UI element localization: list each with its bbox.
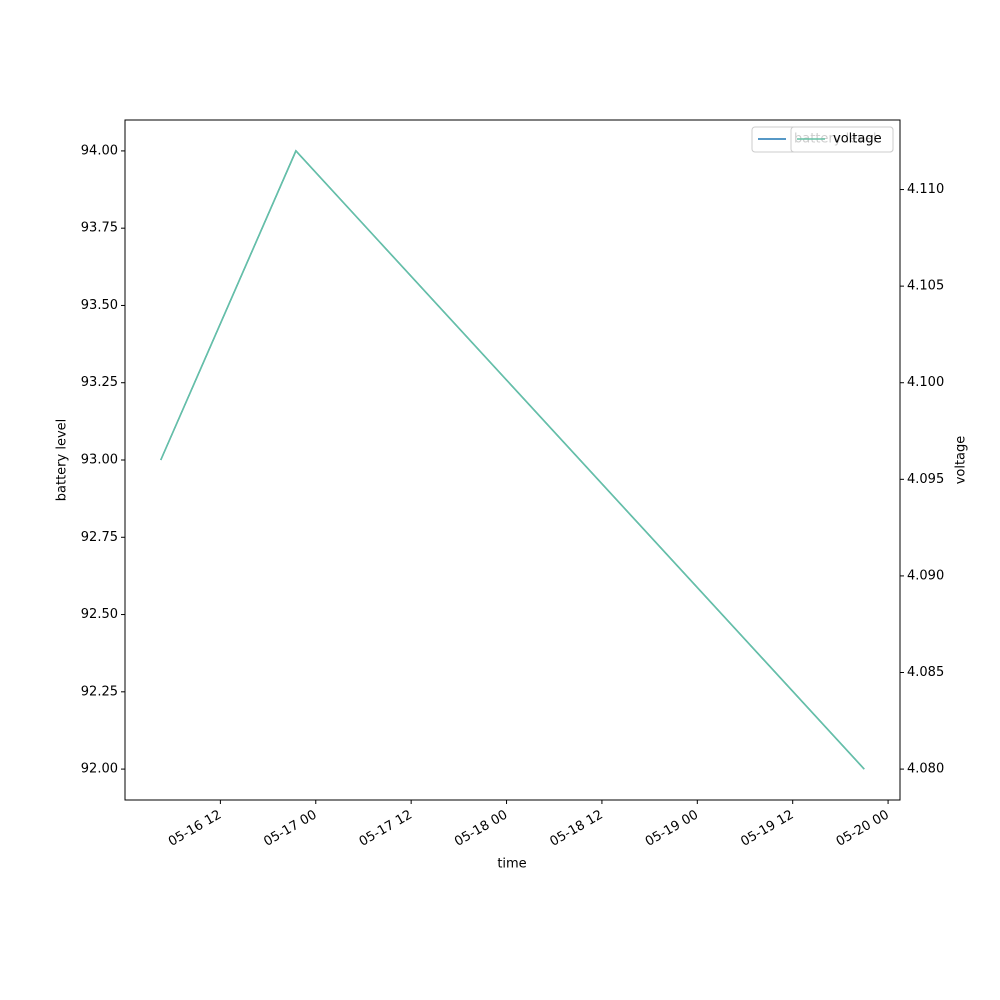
legend-label: voltage (833, 132, 882, 147)
x-tick-label: 05-17 12 (357, 808, 415, 850)
y-tick-label: 93.25 (81, 375, 118, 390)
y-tick-label: 93.75 (81, 221, 118, 236)
y2-axis-label: voltage (954, 436, 969, 485)
series-line (160, 149, 865, 770)
y2-tick-label: 4.090 (907, 568, 944, 583)
y2-tick-label: 4.095 (907, 472, 944, 487)
y2-tick-label: 4.085 (907, 665, 944, 680)
y2-tick-label: 4.080 (907, 762, 944, 777)
x-tick-label: 05-19 00 (643, 808, 701, 850)
y-tick-label: 93.00 (81, 453, 118, 468)
legend-box (790, 126, 894, 153)
y-tick-label: 92.50 (81, 607, 118, 622)
x-tick-label: 05-20 00 (834, 808, 892, 850)
x-tick-label: 05-16 12 (166, 808, 224, 850)
y2-tick-label: 4.110 (907, 182, 944, 197)
y-tick-label: 92.00 (81, 762, 118, 777)
y2-tick-label: 4.100 (907, 375, 944, 390)
y-tick-label: 94.00 (81, 143, 118, 158)
y2-tick-label: 4.105 (907, 279, 944, 294)
x-tick-label: 05-19 12 (738, 808, 796, 850)
y-tick-label: 93.50 (81, 298, 118, 313)
plot-frame (124, 119, 901, 801)
series-line (160, 149, 865, 770)
x-tick-label: 05-18 00 (452, 808, 510, 850)
y-tick-label: 92.75 (81, 530, 118, 545)
y-tick-label: 92.25 (81, 684, 118, 699)
x-tick-label: 05-18 12 (548, 808, 606, 850)
x-tick-label: 05-17 00 (261, 808, 319, 850)
y-axis-label: battery level (55, 419, 70, 502)
x-axis-label: time (497, 857, 526, 872)
